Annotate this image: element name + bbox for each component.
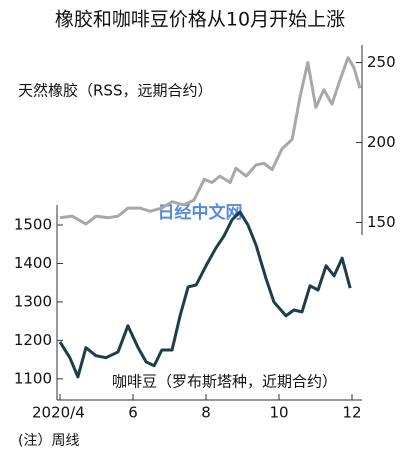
- x-tick-label: 8: [201, 404, 211, 422]
- x-tick-label: 10: [269, 404, 288, 422]
- x-tick-label: 12: [342, 404, 361, 422]
- series-label: 咖啡豆（罗布斯塔种，近期合约）: [112, 373, 337, 391]
- y-tick-label: 1100: [14, 369, 52, 387]
- x-tick-label: 6: [128, 404, 138, 422]
- y2-tick-label: 200: [367, 133, 396, 151]
- series-line: [58, 210, 352, 379]
- x-tick-label: 2020/4: [32, 404, 85, 422]
- series-label: 天然橡胶（RSS，远期合约）: [18, 82, 212, 100]
- y-tick-label: 1400: [14, 254, 52, 272]
- y-tick-label: 1300: [14, 292, 52, 310]
- y-tick-label: 1500: [14, 216, 52, 234]
- y2-tick-label: 250: [367, 53, 396, 71]
- watermark: 日经中文网: [158, 202, 243, 223]
- chart-title: 橡胶和咖啡豆价格从10月开始上涨: [55, 9, 345, 31]
- y2-tick-label: 150: [367, 213, 396, 231]
- series-line: [59, 56, 362, 226]
- note: (注）周线: [18, 433, 79, 449]
- y-tick-label: 1200: [14, 331, 52, 349]
